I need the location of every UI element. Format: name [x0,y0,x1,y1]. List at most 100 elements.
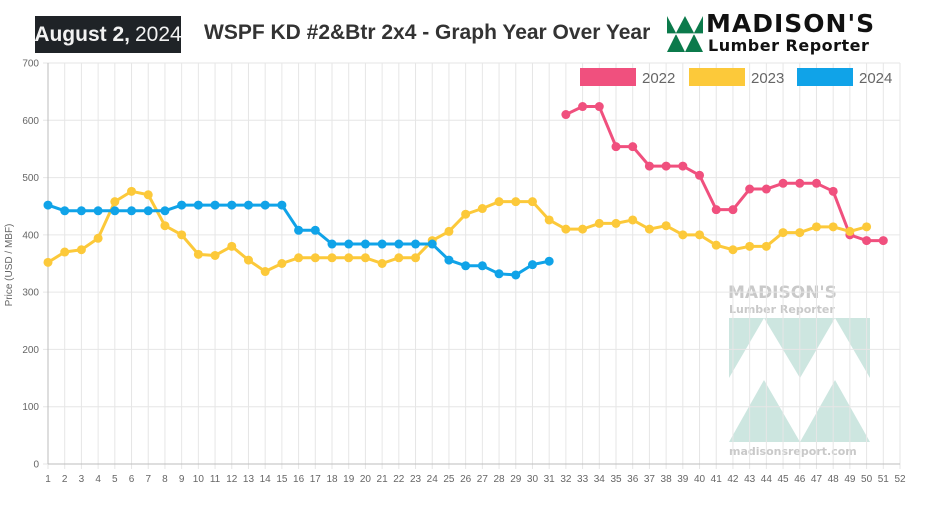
data-point-2023[interactable] [644,224,654,234]
data-point-2024[interactable] [461,261,471,271]
data-point-2023[interactable] [728,245,738,255]
data-point-2022[interactable] [745,184,755,194]
data-point-2024[interactable] [243,200,253,210]
data-point-2024[interactable] [294,225,304,235]
data-point-2024[interactable] [60,206,70,216]
data-point-2023[interactable] [143,190,153,200]
data-point-2024[interactable] [110,206,120,216]
data-point-2023[interactable] [678,230,688,240]
data-point-2023[interactable] [344,253,354,263]
legend-item-2022[interactable]: 2022 [580,68,675,87]
data-point-2023[interactable] [494,197,504,207]
data-point-2022[interactable] [594,102,604,112]
data-point-2022[interactable] [795,178,805,188]
data-point-2023[interactable] [377,259,387,268]
data-point-2023[interactable] [461,209,471,219]
data-point-2023[interactable] [360,253,370,263]
data-point-2023[interactable] [43,257,53,267]
data-point-2024[interactable] [210,200,220,210]
data-point-2023[interactable] [811,222,821,232]
data-point-2023[interactable] [561,224,571,234]
data-point-2023[interactable] [93,233,103,243]
data-point-2022[interactable] [878,236,888,246]
data-point-2023[interactable] [277,259,287,268]
data-point-2023[interactable] [778,228,788,238]
data-point-2023[interactable] [795,228,805,238]
data-point-2023[interactable] [76,245,86,255]
data-point-2022[interactable] [778,178,788,188]
data-point-2023[interactable] [511,197,521,207]
data-point-2022[interactable] [628,142,638,152]
data-point-2023[interactable] [310,253,320,263]
data-point-2023[interactable] [444,226,454,236]
data-point-2022[interactable] [661,161,671,171]
data-point-2023[interactable] [227,241,237,251]
data-point-2024[interactable] [511,270,521,280]
data-point-2023[interactable] [394,253,404,263]
data-point-2023[interactable] [260,267,270,277]
data-point-2024[interactable] [411,239,421,249]
data-point-2024[interactable] [76,206,86,216]
data-point-2023[interactable] [828,222,838,232]
data-point-2022[interactable] [711,205,721,215]
data-point-2023[interactable] [578,224,588,234]
data-point-2023[interactable] [527,197,537,207]
data-point-2024[interactable] [377,239,387,249]
data-point-2022[interactable] [611,142,621,152]
data-point-2023[interactable] [695,230,705,240]
data-point-2023[interactable] [294,253,304,263]
data-point-2022[interactable] [644,161,654,171]
data-point-2023[interactable] [160,221,170,231]
data-point-2023[interactable] [177,230,187,240]
data-point-2024[interactable] [544,256,554,266]
data-point-2023[interactable] [210,250,220,260]
data-point-2024[interactable] [127,206,137,216]
data-point-2022[interactable] [728,205,738,215]
data-point-2024[interactable] [394,239,404,249]
data-point-2023[interactable] [661,221,671,231]
legend-item-2023[interactable]: 2023 [689,68,784,87]
data-point-2024[interactable] [227,200,237,210]
data-point-2023[interactable] [243,255,253,265]
data-point-2022[interactable] [578,102,588,112]
data-point-2024[interactable] [260,200,270,210]
data-point-2024[interactable] [277,200,287,210]
data-point-2023[interactable] [110,197,120,207]
data-point-2023[interactable] [60,247,70,257]
data-point-2024[interactable] [327,239,337,249]
data-point-2022[interactable] [561,110,571,120]
data-point-2023[interactable] [611,218,621,228]
data-point-2022[interactable] [695,170,705,180]
data-point-2022[interactable] [862,236,872,246]
data-point-2024[interactable] [494,269,504,279]
data-point-2023[interactable] [845,226,855,236]
data-point-2024[interactable] [427,239,437,249]
data-point-2024[interactable] [527,260,537,270]
data-point-2023[interactable] [761,241,771,251]
data-point-2024[interactable] [177,200,187,210]
data-point-2024[interactable] [193,200,203,210]
data-point-2024[interactable] [143,206,153,216]
data-point-2023[interactable] [862,222,872,232]
data-point-2023[interactable] [127,186,137,196]
data-point-2024[interactable] [444,255,454,265]
data-point-2024[interactable] [344,239,354,249]
legend-item-2024[interactable]: 2024 [797,68,892,87]
data-point-2023[interactable] [628,215,638,225]
data-point-2024[interactable] [310,225,320,235]
data-point-2023[interactable] [544,215,554,225]
data-point-2024[interactable] [360,239,370,249]
data-point-2023[interactable] [327,253,337,263]
data-point-2023[interactable] [477,204,487,214]
data-point-2022[interactable] [828,186,838,196]
data-point-2022[interactable] [678,161,688,171]
data-point-2022[interactable] [761,184,771,194]
data-point-2024[interactable] [160,206,170,216]
data-point-2024[interactable] [43,200,53,210]
data-point-2024[interactable] [477,261,487,271]
data-point-2023[interactable] [745,241,755,251]
data-point-2022[interactable] [811,178,821,188]
data-point-2023[interactable] [411,253,421,263]
data-point-2023[interactable] [193,249,203,259]
data-point-2023[interactable] [711,240,721,250]
